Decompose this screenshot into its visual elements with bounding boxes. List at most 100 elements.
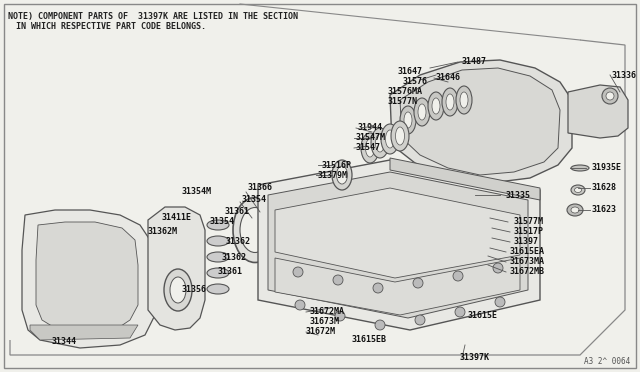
- Text: 31547: 31547: [356, 144, 381, 153]
- Polygon shape: [258, 160, 540, 330]
- Circle shape: [493, 263, 503, 273]
- Ellipse shape: [207, 284, 229, 294]
- Ellipse shape: [442, 88, 458, 116]
- Polygon shape: [568, 85, 628, 138]
- Ellipse shape: [418, 104, 426, 120]
- Ellipse shape: [428, 92, 444, 120]
- Text: 31576: 31576: [403, 77, 428, 87]
- Text: A3 2^ 0064: A3 2^ 0064: [584, 357, 630, 366]
- Text: 31646: 31646: [436, 74, 461, 83]
- Circle shape: [455, 307, 465, 317]
- Ellipse shape: [207, 268, 229, 278]
- Circle shape: [375, 320, 385, 330]
- Ellipse shape: [365, 139, 374, 157]
- Ellipse shape: [361, 133, 379, 163]
- Text: IN WHICH RESPECTIVE PART CODE BELONGS.: IN WHICH RESPECTIVE PART CODE BELONGS.: [16, 22, 206, 31]
- Text: 31672MB: 31672MB: [510, 267, 545, 276]
- Ellipse shape: [207, 252, 229, 262]
- Ellipse shape: [170, 277, 186, 303]
- Text: 31379M: 31379M: [318, 170, 348, 180]
- Text: 31672M: 31672M: [306, 327, 336, 337]
- Polygon shape: [22, 210, 155, 348]
- Circle shape: [495, 297, 505, 307]
- Ellipse shape: [371, 128, 389, 158]
- Circle shape: [602, 88, 618, 104]
- Ellipse shape: [567, 204, 583, 216]
- Ellipse shape: [164, 269, 192, 311]
- Ellipse shape: [207, 236, 229, 246]
- Text: 31628: 31628: [592, 183, 617, 192]
- Text: 31615EB: 31615EB: [352, 336, 387, 344]
- Ellipse shape: [233, 198, 277, 263]
- Text: 31673M: 31673M: [310, 317, 340, 327]
- Text: 31366: 31366: [248, 183, 273, 192]
- Ellipse shape: [337, 166, 348, 184]
- Circle shape: [335, 311, 345, 321]
- Ellipse shape: [385, 130, 394, 148]
- Ellipse shape: [332, 160, 352, 190]
- Text: 31361: 31361: [225, 208, 250, 217]
- Text: NOTE) COMPONENT PARTS OF  31397K ARE LISTED IN THE SECTION: NOTE) COMPONENT PARTS OF 31397K ARE LIST…: [8, 12, 298, 21]
- Polygon shape: [275, 258, 520, 315]
- Polygon shape: [268, 172, 528, 318]
- Text: 31673MA: 31673MA: [510, 257, 545, 266]
- Text: 31354: 31354: [210, 218, 235, 227]
- Text: 31361: 31361: [218, 267, 243, 276]
- Circle shape: [295, 300, 305, 310]
- Ellipse shape: [207, 220, 229, 230]
- Text: 31576MA: 31576MA: [388, 87, 423, 96]
- Circle shape: [293, 267, 303, 277]
- Text: 31517P: 31517P: [514, 228, 544, 237]
- Text: 31944: 31944: [358, 124, 383, 132]
- Circle shape: [606, 92, 614, 100]
- Circle shape: [453, 271, 463, 281]
- Polygon shape: [390, 60, 572, 183]
- Text: 31354M: 31354M: [182, 187, 212, 196]
- Circle shape: [413, 278, 423, 288]
- Text: 31356: 31356: [182, 285, 207, 295]
- Ellipse shape: [396, 127, 404, 145]
- Text: 31344: 31344: [52, 337, 77, 346]
- Text: 31336: 31336: [612, 71, 637, 80]
- Ellipse shape: [404, 112, 412, 128]
- Text: 31354: 31354: [242, 196, 267, 205]
- Text: 31487: 31487: [462, 58, 487, 67]
- Ellipse shape: [240, 208, 270, 253]
- Polygon shape: [390, 158, 540, 200]
- Circle shape: [333, 275, 343, 285]
- Text: 31615EA: 31615EA: [510, 247, 545, 257]
- Circle shape: [373, 283, 383, 293]
- Text: 31397K: 31397K: [460, 353, 490, 362]
- Text: 31615E: 31615E: [468, 311, 498, 320]
- Ellipse shape: [381, 124, 399, 154]
- Text: 31623: 31623: [592, 205, 617, 215]
- Text: 31362: 31362: [222, 253, 247, 263]
- Text: 31577N: 31577N: [388, 97, 418, 106]
- Text: 31397: 31397: [514, 237, 539, 247]
- Ellipse shape: [414, 98, 430, 126]
- Text: 31672MA: 31672MA: [310, 308, 345, 317]
- Text: 31411E: 31411E: [162, 214, 192, 222]
- Text: 31547M: 31547M: [356, 134, 386, 142]
- Polygon shape: [36, 222, 138, 333]
- Ellipse shape: [376, 134, 385, 152]
- Circle shape: [415, 315, 425, 325]
- Text: 31577M: 31577M: [514, 218, 544, 227]
- Polygon shape: [148, 207, 205, 330]
- Ellipse shape: [571, 207, 579, 213]
- Ellipse shape: [446, 94, 454, 110]
- Polygon shape: [400, 68, 560, 175]
- Text: 31516P: 31516P: [322, 160, 352, 170]
- Ellipse shape: [460, 92, 468, 108]
- Ellipse shape: [571, 185, 585, 195]
- Polygon shape: [30, 325, 138, 340]
- Ellipse shape: [432, 98, 440, 114]
- Text: 31647: 31647: [398, 67, 423, 77]
- Text: 31335: 31335: [506, 190, 531, 199]
- Ellipse shape: [456, 86, 472, 114]
- Text: 31362M: 31362M: [148, 228, 178, 237]
- Ellipse shape: [575, 187, 582, 192]
- Ellipse shape: [400, 106, 416, 134]
- Ellipse shape: [571, 165, 589, 171]
- Polygon shape: [275, 188, 520, 278]
